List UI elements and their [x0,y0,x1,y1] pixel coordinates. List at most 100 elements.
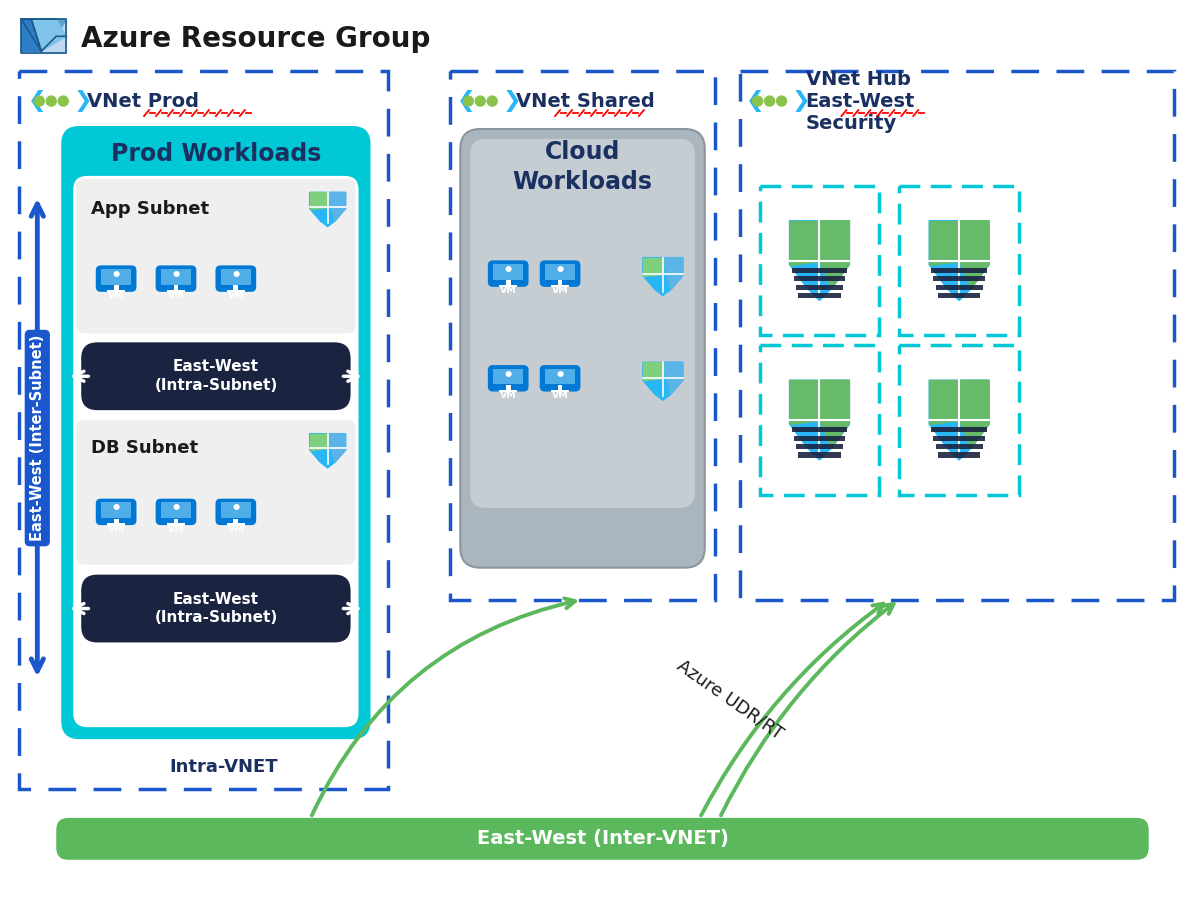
Circle shape [463,96,473,106]
Text: ⚫: ⚫ [111,269,122,282]
Bar [938,453,980,457]
Polygon shape [929,380,989,460]
Text: VM: VM [228,525,244,533]
Polygon shape [819,380,849,448]
Polygon shape [959,380,989,448]
Bar [899,345,1018,495]
Bar [796,285,843,289]
FancyBboxPatch shape [155,498,196,525]
Bar [558,280,562,285]
FancyBboxPatch shape [215,266,257,292]
Polygon shape [309,434,327,450]
Text: VM: VM [500,287,517,295]
Polygon shape [21,19,66,37]
Bar [499,285,517,288]
Bar [792,268,848,273]
Bar [794,276,845,281]
Bar [221,269,251,285]
Polygon shape [327,434,345,462]
Text: ⚫: ⚫ [554,369,566,382]
Bar [113,285,118,290]
FancyBboxPatch shape [81,342,351,410]
Text: ⚫: ⚫ [171,502,181,516]
Text: Azure Resource Group: Azure Resource Group [81,26,431,53]
Polygon shape [929,380,959,425]
Bar [794,436,845,441]
Text: DB Subnet: DB Subnet [91,439,198,457]
Text: ❮: ❮ [746,90,764,112]
Polygon shape [929,221,989,300]
FancyBboxPatch shape [96,498,136,525]
Bar [550,285,570,288]
Polygon shape [309,193,345,226]
Text: Prod Workloads: Prod Workloads [111,142,321,166]
FancyBboxPatch shape [488,260,529,287]
Polygon shape [309,434,345,467]
Bar [173,519,178,523]
Polygon shape [642,257,663,276]
Bar [234,285,239,290]
Bar [100,502,131,518]
Text: ❯: ❯ [792,90,811,112]
Polygon shape [31,19,66,51]
Text: ⚫: ⚫ [230,502,241,516]
Bar [792,427,848,433]
FancyBboxPatch shape [540,260,580,287]
Bar [506,280,511,285]
Text: VNet Prod: VNet Prod [87,91,199,110]
Bar [938,293,980,298]
Bar [931,268,987,273]
Bar [558,385,562,390]
Bar [799,293,841,298]
Text: VNet Hub
East-West
Security: VNet Hub East-West Security [806,69,915,132]
Text: East-West (Inter-Subnet): East-West (Inter-Subnet) [30,335,45,541]
FancyBboxPatch shape [56,818,1149,860]
Bar [796,444,843,449]
Text: Cloud
Workloads: Cloud Workloads [512,140,653,194]
Polygon shape [789,380,819,425]
Polygon shape [959,221,989,289]
Bar [493,369,523,384]
Polygon shape [21,19,66,53]
Text: ❯: ❯ [73,90,92,112]
Polygon shape [327,193,345,221]
FancyBboxPatch shape [461,129,704,568]
Bar [759,186,879,335]
Bar [493,264,523,279]
Text: VM: VM [107,291,124,300]
FancyBboxPatch shape [96,266,136,292]
Bar [107,523,125,526]
Text: VM: VM [228,291,244,300]
Polygon shape [929,221,959,265]
Polygon shape [642,362,663,380]
Circle shape [752,96,763,106]
Bar [100,269,131,285]
Polygon shape [642,257,683,296]
Text: East-West
(Intra-Subnet): East-West (Intra-Subnet) [154,592,277,625]
FancyBboxPatch shape [61,126,370,740]
Polygon shape [789,221,819,265]
Circle shape [59,96,68,106]
Text: VM: VM [500,391,517,400]
Bar [227,523,245,526]
Text: App Subnet: App Subnet [91,200,209,218]
Polygon shape [789,221,849,300]
FancyBboxPatch shape [470,139,695,508]
Bar [173,285,178,290]
Text: VNet Shared: VNet Shared [516,91,656,110]
Bar [936,285,983,289]
Text: Azure UDR/RT: Azure UDR/RT [673,656,786,742]
Bar [506,385,511,390]
Bar [19,71,388,789]
Polygon shape [789,380,849,460]
Bar [799,453,841,457]
FancyBboxPatch shape [540,365,580,392]
Text: ⚫: ⚫ [111,502,122,516]
Text: VM: VM [107,525,124,533]
Bar [450,71,715,600]
Circle shape [764,96,775,106]
Text: VM: VM [552,287,568,295]
Bar [759,345,879,495]
Text: ⚫: ⚫ [554,264,566,278]
Text: VM: VM [167,525,184,533]
